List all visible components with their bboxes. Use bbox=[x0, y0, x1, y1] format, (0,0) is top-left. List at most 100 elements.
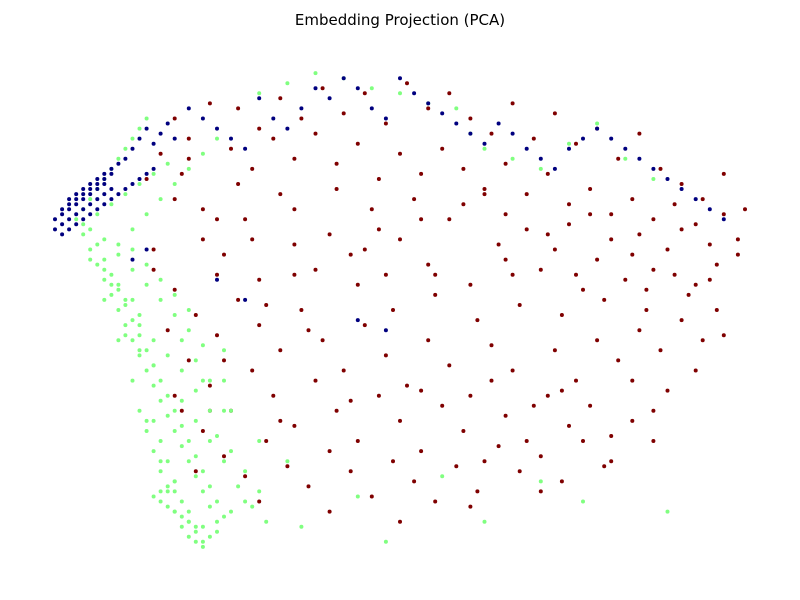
point-s1-74 bbox=[165, 489, 170, 494]
point-s2-7 bbox=[102, 182, 107, 186]
point-s0-1 bbox=[172, 197, 177, 202]
point-s0-219 bbox=[735, 237, 740, 242]
point-s1-149 bbox=[538, 479, 543, 484]
point-s0-42 bbox=[193, 313, 198, 317]
point-s0-107 bbox=[538, 454, 543, 459]
point-s2-9 bbox=[67, 202, 72, 207]
point-s1-84 bbox=[179, 499, 184, 504]
point-s0-9 bbox=[278, 192, 283, 197]
point-s1-177 bbox=[186, 166, 191, 171]
point-s1-151 bbox=[482, 519, 487, 524]
point-s0-143 bbox=[376, 177, 381, 181]
point-s2-34 bbox=[67, 227, 72, 232]
point-s1-23 bbox=[109, 272, 114, 277]
point-s0-116 bbox=[341, 111, 346, 116]
point-s1-141 bbox=[482, 146, 487, 151]
point-s0-95 bbox=[285, 464, 290, 469]
point-s1-127 bbox=[123, 297, 128, 302]
point-s1-52 bbox=[109, 202, 114, 207]
point-s1-161 bbox=[102, 297, 107, 302]
point-s0-71 bbox=[250, 368, 255, 373]
point-s1-68 bbox=[172, 292, 177, 297]
point-s1-106 bbox=[243, 469, 248, 474]
point-s2-59 bbox=[243, 146, 248, 151]
point-s0-10 bbox=[292, 242, 297, 247]
point-s2-15 bbox=[109, 171, 114, 176]
point-s1-171 bbox=[243, 499, 248, 504]
point-s0-92 bbox=[222, 454, 226, 459]
point-s0-210 bbox=[179, 408, 184, 413]
point-s1-37 bbox=[207, 484, 212, 489]
point-s0-138 bbox=[271, 136, 276, 141]
point-s2-60 bbox=[257, 96, 262, 101]
point-s0-18 bbox=[426, 262, 431, 267]
point-s0-103 bbox=[454, 464, 459, 469]
point-s2-28 bbox=[88, 202, 93, 207]
point-s0-98 bbox=[348, 469, 353, 474]
point-s0-35 bbox=[679, 227, 684, 232]
point-s0-214 bbox=[433, 272, 438, 277]
point-s0-15 bbox=[383, 272, 388, 277]
point-s2-91 bbox=[693, 197, 698, 202]
point-s2-48 bbox=[130, 146, 135, 151]
point-s2-38 bbox=[95, 207, 100, 212]
point-s0-130 bbox=[637, 131, 642, 136]
point-s0-36 bbox=[693, 282, 698, 287]
point-s1-159 bbox=[200, 378, 205, 383]
point-s0-207 bbox=[651, 439, 656, 443]
point-s0-195 bbox=[630, 418, 635, 423]
point-s0-33 bbox=[651, 267, 656, 272]
point-s2-37 bbox=[88, 212, 93, 217]
point-s2-96 bbox=[215, 277, 219, 282]
point-s0-192 bbox=[419, 388, 424, 393]
point-s0-54 bbox=[447, 363, 452, 368]
point-s0-13 bbox=[348, 252, 353, 257]
point-s0-142 bbox=[355, 141, 360, 146]
point-s0-171 bbox=[517, 303, 522, 307]
point-s0-84 bbox=[524, 439, 529, 443]
point-s2-23 bbox=[116, 161, 121, 166]
point-s0-215 bbox=[503, 257, 508, 262]
point-s1-150 bbox=[581, 499, 585, 504]
point-s1-92 bbox=[172, 509, 177, 514]
point-s1-51 bbox=[95, 212, 100, 217]
point-s0-120 bbox=[426, 106, 431, 111]
point-s0-23 bbox=[510, 272, 515, 277]
point-s0-110 bbox=[602, 464, 607, 469]
point-s0-170 bbox=[475, 318, 480, 323]
point-s0-155 bbox=[630, 197, 635, 202]
point-s1-101 bbox=[236, 484, 241, 489]
point-s2-35 bbox=[74, 222, 79, 227]
point-s0-28 bbox=[581, 287, 585, 292]
point-s0-66 bbox=[700, 338, 705, 343]
point-s2-17 bbox=[74, 192, 79, 197]
point-s0-97 bbox=[327, 449, 332, 454]
point-s0-65 bbox=[679, 318, 684, 323]
point-s0-184 bbox=[545, 232, 550, 237]
point-s0-162 bbox=[158, 151, 163, 156]
point-s2-6 bbox=[95, 187, 100, 191]
point-s0-121 bbox=[447, 91, 452, 96]
point-s0-11 bbox=[313, 267, 318, 272]
point-s1-13 bbox=[165, 413, 170, 418]
point-s2-18 bbox=[81, 187, 86, 191]
point-s0-68 bbox=[186, 358, 191, 363]
point-s2-55 bbox=[186, 106, 191, 111]
point-s1-60 bbox=[144, 282, 149, 287]
point-s0-64 bbox=[658, 348, 663, 353]
point-s1-108 bbox=[179, 338, 184, 343]
point-s0-148 bbox=[482, 187, 487, 191]
point-s2-86 bbox=[623, 146, 628, 151]
point-s1-14 bbox=[172, 429, 177, 433]
point-s0-55 bbox=[468, 393, 473, 398]
point-s0-154 bbox=[609, 212, 614, 217]
point-s1-172 bbox=[116, 242, 121, 247]
point-s1-98 bbox=[165, 484, 170, 489]
point-s0-46 bbox=[278, 348, 283, 353]
point-s0-30 bbox=[609, 237, 614, 242]
point-s0-165 bbox=[264, 303, 269, 307]
point-s0-24 bbox=[524, 227, 529, 232]
point-s2-98 bbox=[355, 318, 360, 323]
point-s0-50 bbox=[362, 323, 367, 328]
